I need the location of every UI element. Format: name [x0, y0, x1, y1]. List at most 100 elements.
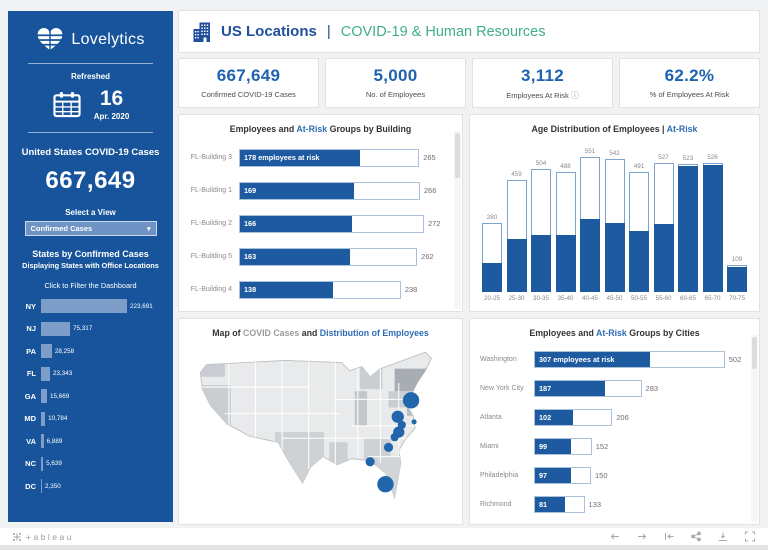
- age-total-bar[interactable]: [531, 168, 551, 292]
- state-label: GA: [24, 391, 36, 401]
- at-risk-bar[interactable]: 138: [240, 281, 333, 298]
- total-employees-bar[interactable]: 97: [534, 467, 591, 484]
- age-at-risk-bar[interactable]: [678, 165, 698, 292]
- cities-row: Atlanta 102 206: [470, 403, 759, 432]
- age-at-risk-bar[interactable]: [702, 165, 723, 292]
- forward-arrow-icon[interactable]: [636, 531, 648, 542]
- total-employees-bar[interactable]: 81: [534, 496, 585, 513]
- age-total-bar[interactable]: [629, 171, 649, 292]
- total-employees-bar[interactable]: 163: [239, 247, 418, 266]
- tableau-logo[interactable]: +ableau: [12, 532, 74, 542]
- age-total-bar[interactable]: [555, 172, 576, 292]
- office-location-marker-pennsylvania[interactable]: [391, 410, 404, 423]
- panel-title-part: At-Risk: [596, 328, 627, 338]
- age-total-bar[interactable]: [580, 157, 600, 292]
- total-employees-bar[interactable]: 307 employees at risk: [534, 351, 725, 368]
- state-cases-bar[interactable]: [41, 411, 46, 426]
- age-at-risk-bar[interactable]: [531, 234, 551, 292]
- age-total-bar[interactable]: [653, 162, 674, 292]
- state-cases-bar[interactable]: [41, 366, 50, 381]
- office-location-marker-new-york[interactable]: [402, 392, 419, 409]
- download-icon[interactable]: [717, 531, 729, 542]
- scrollbar-thumb[interactable]: [455, 133, 460, 178]
- office-location-marker-virginia[interactable]: [390, 433, 399, 442]
- age-at-risk-bar[interactable]: [506, 239, 527, 292]
- category-label: Philadelphia: [480, 472, 519, 479]
- at-risk-bar[interactable]: 81: [535, 497, 565, 512]
- state-cases-bar[interactable]: [41, 321, 70, 336]
- age-total-bar[interactable]: [678, 163, 698, 292]
- fullscreen-icon[interactable]: [744, 531, 756, 542]
- info-icon[interactable]: ⓘ: [570, 91, 579, 100]
- title-separator: |: [326, 23, 331, 40]
- state-cases-bar[interactable]: [41, 389, 48, 403]
- age-at-risk-bar[interactable]: [482, 262, 502, 292]
- view-select-dropdown[interactable]: Confirmed Cases ▾: [24, 221, 157, 236]
- vertical-scrollbar[interactable]: [751, 335, 758, 522]
- at-risk-bar[interactable]: 187: [535, 381, 605, 396]
- age-at-risk-bar[interactable]: [727, 267, 747, 292]
- age-total-label: 526: [707, 154, 718, 162]
- state-cases-bar[interactable]: [41, 344, 52, 358]
- at-risk-value-label: 166: [244, 219, 257, 228]
- office-location-marker-new-jersey[interactable]: [411, 419, 417, 425]
- at-risk-bar[interactable]: 166: [240, 215, 352, 232]
- state-value: 28,258: [54, 347, 75, 355]
- state-cases-bar[interactable]: [41, 479, 42, 493]
- at-risk-bar[interactable]: 307 employees at risk: [535, 352, 651, 367]
- us-cases-value: 667,649: [45, 167, 136, 194]
- at-risk-bar[interactable]: 102: [535, 410, 573, 425]
- state-row: PA 28,258: [17, 344, 164, 358]
- age-axis-tick: 65-70: [704, 295, 721, 302]
- age-at-risk-bar[interactable]: [653, 224, 674, 292]
- state-cases-bar[interactable]: [41, 299, 127, 313]
- age-total-bar[interactable]: [727, 265, 747, 292]
- kpi-value: 62.2%: [664, 66, 715, 85]
- back-arrow-icon[interactable]: [609, 531, 621, 542]
- total-employees-bar[interactable]: 138: [239, 280, 401, 299]
- category-label: FL-Building 4: [190, 286, 232, 293]
- total-employees-bar[interactable]: 178 employees at risk: [239, 148, 420, 167]
- at-risk-bar[interactable]: 99: [535, 439, 572, 454]
- state-row: NJ 75,317: [17, 321, 164, 336]
- share-icon[interactable]: [690, 531, 702, 542]
- lovelytics-heart-icon: [36, 27, 65, 52]
- at-risk-bar[interactable]: 97: [535, 468, 571, 483]
- at-risk-bar[interactable]: 169: [240, 182, 354, 199]
- age-total-bar[interactable]: [482, 223, 502, 292]
- total-employees-bar[interactable]: 187: [534, 380, 642, 397]
- at-risk-bar[interactable]: 163: [240, 248, 350, 265]
- at-risk-bar[interactable]: 178 employees at risk: [240, 149, 360, 166]
- calendar-icon: [53, 91, 81, 118]
- age-total-bar[interactable]: [604, 159, 625, 292]
- age-at-risk-bar[interactable]: [555, 235, 576, 292]
- office-location-marker-georgia[interactable]: [365, 457, 375, 467]
- category-label: Washington: [480, 356, 517, 363]
- age-total-label: 551: [584, 148, 596, 156]
- office-location-marker-florida[interactable]: [376, 476, 394, 493]
- age-at-risk-bar[interactable]: [629, 230, 649, 292]
- office-location-marker-north-carolina[interactable]: [383, 442, 393, 453]
- age-total-bar[interactable]: [702, 163, 723, 292]
- state-row: DC 2,350: [17, 479, 164, 493]
- state-cases-bar[interactable]: [41, 434, 44, 448]
- age-at-risk-bar[interactable]: [580, 218, 600, 292]
- us-map[interactable]: [188, 342, 454, 516]
- total-employees-bar[interactable]: 102: [534, 409, 613, 426]
- at-risk-value-label: 138: [244, 285, 257, 294]
- buildings-chart-panel: Employees and At-Risk Groups by Building…: [178, 114, 463, 312]
- total-employees-bar[interactable]: 99: [534, 438, 592, 455]
- age-axis-tick: 25-30: [508, 295, 525, 302]
- age-total-bar[interactable]: [506, 179, 527, 292]
- panel-title-part: Groups by Building: [327, 124, 412, 134]
- age-at-risk-bar[interactable]: [604, 222, 625, 292]
- scrollbar-thumb[interactable]: [752, 337, 757, 369]
- total-employees-bar[interactable]: 166: [239, 214, 424, 233]
- reset-icon[interactable]: [663, 531, 675, 542]
- age-axis-tick: 60-65: [679, 295, 697, 302]
- total-value-label: 283: [645, 384, 659, 393]
- vertical-scrollbar[interactable]: [454, 131, 461, 309]
- total-employees-bar[interactable]: 169: [239, 181, 420, 200]
- age-chart-panel: Age Distribution of Employees | At-Risk …: [469, 114, 760, 312]
- state-cases-bar[interactable]: [41, 456, 44, 471]
